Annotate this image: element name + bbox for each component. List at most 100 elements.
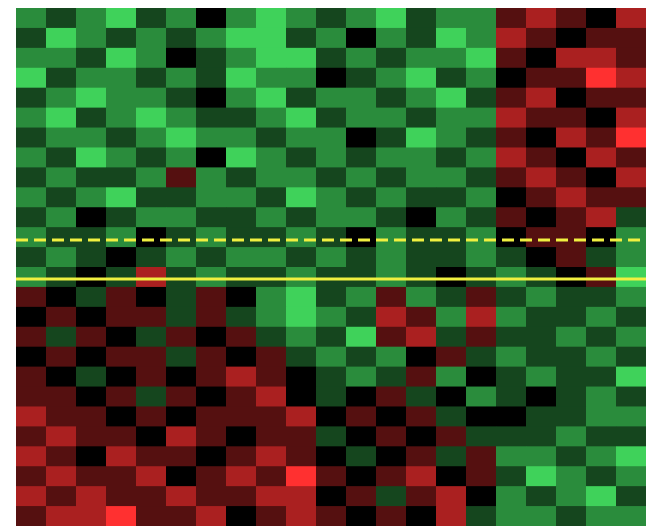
cell [436, 306, 467, 328]
cell [256, 326, 287, 348]
cell [106, 207, 137, 228]
cell [466, 466, 497, 487]
cell [286, 366, 317, 388]
cell [196, 267, 227, 288]
cell [286, 466, 317, 487]
cell [376, 67, 407, 89]
cell [616, 446, 646, 467]
cell [556, 8, 587, 29]
cell [286, 127, 317, 148]
cell [46, 346, 77, 368]
cell [136, 366, 167, 388]
cell [346, 127, 377, 148]
cell [616, 326, 646, 348]
cell [76, 47, 107, 69]
cell [166, 406, 197, 427]
cell [136, 466, 167, 487]
cell [436, 87, 467, 109]
cell [46, 27, 77, 49]
cell [106, 446, 137, 467]
cell [286, 227, 317, 248]
cell [106, 87, 137, 109]
cell [226, 506, 257, 526]
cell [106, 426, 137, 447]
cell [196, 167, 227, 188]
cell [46, 147, 77, 168]
cell [136, 107, 167, 129]
cell [466, 167, 497, 188]
cell [436, 446, 467, 467]
cell [166, 346, 197, 368]
cell [526, 306, 557, 328]
cell [496, 67, 527, 89]
cell [16, 107, 47, 129]
cell [586, 267, 617, 288]
cell [316, 227, 347, 248]
cell [466, 207, 497, 228]
cell [526, 247, 557, 268]
cell [196, 127, 227, 148]
cell [556, 366, 587, 388]
cell [496, 147, 527, 168]
cell [556, 267, 587, 288]
cell [376, 386, 407, 407]
cell [526, 346, 557, 368]
cell [556, 286, 587, 308]
cell [346, 326, 377, 348]
cell [46, 506, 77, 526]
cell [226, 207, 257, 228]
cell [586, 47, 617, 69]
cell [436, 346, 467, 368]
cell [46, 426, 77, 447]
cell [286, 107, 317, 129]
cell [526, 286, 557, 308]
cell [376, 247, 407, 268]
cell [616, 87, 646, 109]
cell [106, 306, 137, 328]
cell [106, 346, 137, 368]
cell [16, 127, 47, 148]
cell [46, 366, 77, 388]
cell [616, 506, 646, 526]
cell [136, 247, 167, 268]
cell [76, 227, 107, 248]
cell [226, 47, 257, 69]
cell [436, 47, 467, 69]
cell [466, 306, 497, 328]
cell [436, 107, 467, 129]
cell [616, 207, 646, 228]
cell [136, 187, 167, 208]
cell [316, 466, 347, 487]
cell [286, 207, 317, 228]
cell [16, 247, 47, 268]
cell [106, 286, 137, 308]
cell [196, 446, 227, 467]
cell [226, 87, 257, 109]
cell [76, 167, 107, 188]
cell [226, 247, 257, 268]
cell [136, 207, 167, 228]
cell [136, 386, 167, 407]
cell [136, 426, 167, 447]
cell [406, 386, 437, 407]
cell [376, 87, 407, 109]
cell [196, 346, 227, 368]
cell [106, 8, 137, 29]
cell [166, 466, 197, 487]
cell [616, 286, 646, 308]
cell [76, 127, 107, 148]
cell [46, 326, 77, 348]
cell [76, 426, 107, 447]
cell [436, 506, 467, 526]
cell [76, 466, 107, 487]
cell [556, 506, 587, 526]
cell [436, 466, 467, 487]
cell [166, 326, 197, 348]
cell [226, 107, 257, 129]
cell [166, 167, 197, 188]
cell [286, 87, 317, 109]
cell [616, 187, 646, 208]
cell [556, 87, 587, 109]
cell [346, 67, 377, 89]
cell [166, 207, 197, 228]
